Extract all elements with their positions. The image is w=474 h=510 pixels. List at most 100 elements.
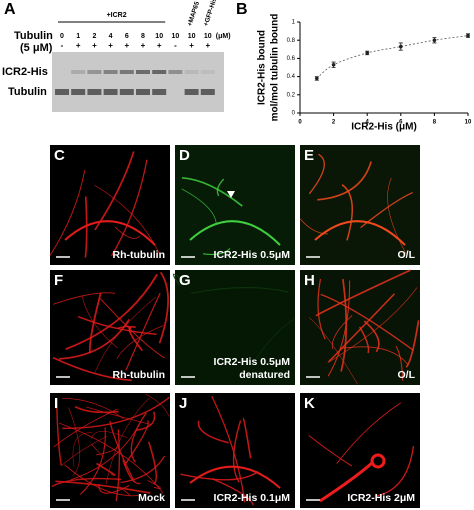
filament xyxy=(340,278,348,372)
panel-letter: D xyxy=(179,147,190,164)
filament xyxy=(190,286,289,294)
filament xyxy=(105,397,150,485)
y-tick-label: 0.6 xyxy=(287,56,296,62)
lane-sign: + xyxy=(205,41,210,50)
filaments xyxy=(308,269,420,385)
filament xyxy=(84,196,88,258)
filament xyxy=(52,356,132,382)
caption: O/L xyxy=(398,249,416,261)
filament xyxy=(60,435,108,467)
y-axis-label: ICR2-His bound xyxy=(257,30,268,105)
filament xyxy=(120,455,166,484)
filaments xyxy=(49,151,160,258)
filament xyxy=(64,220,156,246)
filament xyxy=(320,293,415,352)
filament xyxy=(52,292,116,305)
filament xyxy=(314,220,406,246)
filament xyxy=(359,326,370,354)
filament xyxy=(328,293,395,363)
filament xyxy=(49,170,86,256)
filament xyxy=(181,188,217,225)
filament xyxy=(62,396,170,430)
x-tick-label: 2 xyxy=(332,120,336,126)
filament xyxy=(395,345,404,381)
band-label: ICR2-His xyxy=(2,66,48,78)
filament xyxy=(374,446,415,497)
filament xyxy=(79,427,106,495)
panel-letter: C xyxy=(54,147,65,164)
gel-background xyxy=(52,52,224,112)
y-tick-label: 0.4 xyxy=(287,74,296,80)
filament xyxy=(114,226,141,239)
gel-band xyxy=(55,89,69,95)
lane-sign: + xyxy=(92,41,97,50)
data-point xyxy=(432,38,437,42)
gel-band xyxy=(119,70,134,74)
arrowhead xyxy=(227,191,235,198)
panel-letter: I xyxy=(54,395,58,412)
filament xyxy=(327,287,418,364)
filament xyxy=(88,292,102,354)
x-tick-label: 0 xyxy=(298,120,302,126)
x-axis-label: ICR2-His (μM) xyxy=(351,122,417,133)
filaments xyxy=(299,153,413,255)
filament xyxy=(319,461,373,503)
filament xyxy=(74,405,119,414)
gel-band xyxy=(200,70,215,74)
filament xyxy=(189,220,281,246)
filament xyxy=(211,395,246,503)
micrograph xyxy=(175,145,295,265)
filament xyxy=(62,397,124,420)
caption: Rh-tubulin xyxy=(113,249,165,261)
filament xyxy=(336,402,402,464)
gel-band xyxy=(119,89,134,95)
row-title: (5 μM) xyxy=(20,42,53,54)
lane-sign: + xyxy=(76,41,81,50)
gel-band xyxy=(136,89,150,95)
filament xyxy=(181,176,243,207)
caption: O/L xyxy=(398,369,416,381)
filament xyxy=(317,161,372,201)
caption: ICR2-His 0.5μM xyxy=(214,356,291,368)
filament xyxy=(91,443,102,456)
filament xyxy=(299,218,328,235)
gel-band xyxy=(136,70,150,74)
filament xyxy=(115,429,120,501)
panel-letter: B xyxy=(236,1,248,18)
lane-concentration: 2 xyxy=(92,33,96,40)
lane-sign: + xyxy=(189,41,194,50)
filament xyxy=(116,325,164,359)
filament xyxy=(77,315,157,335)
filaments xyxy=(180,395,281,506)
filament xyxy=(158,271,169,344)
filament xyxy=(341,184,353,241)
lane-group-label: +GFP-His xyxy=(203,0,219,27)
panel-letter: E xyxy=(304,147,314,164)
micrograph xyxy=(175,393,295,508)
gel-band xyxy=(200,89,215,95)
filament xyxy=(111,159,148,257)
lane-sign: + xyxy=(108,41,113,50)
x-tick-label: 4 xyxy=(366,120,370,126)
band-label: Tubulin xyxy=(8,86,47,98)
lane-concentration: 1 xyxy=(76,33,80,40)
filament xyxy=(117,325,132,331)
gel-band xyxy=(71,70,86,74)
filament xyxy=(123,420,149,466)
filament xyxy=(122,459,141,485)
x-tick-label: 8 xyxy=(433,120,437,126)
gel-band xyxy=(152,89,167,95)
y-tick-label: 0.8 xyxy=(287,38,296,44)
filaments xyxy=(181,176,281,256)
panel-letter: K xyxy=(304,395,315,412)
x-tick-label: 6 xyxy=(399,120,403,126)
gel-band xyxy=(184,89,199,95)
lane-concentration: 6 xyxy=(125,33,129,40)
filament xyxy=(109,421,135,483)
lane-sign: - xyxy=(174,41,177,50)
filament xyxy=(125,292,161,371)
data-point xyxy=(365,51,370,55)
panel-letter: F xyxy=(54,272,63,289)
filament xyxy=(91,431,128,439)
